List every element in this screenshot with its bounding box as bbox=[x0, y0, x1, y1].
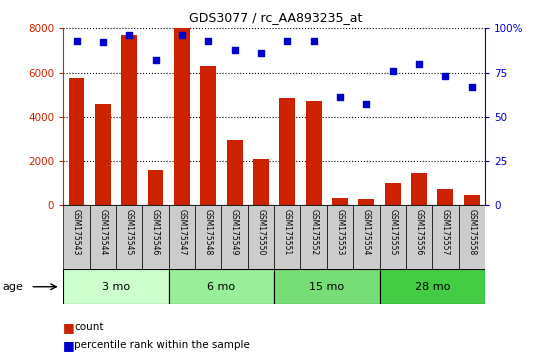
Bar bbox=[116, 205, 142, 269]
Bar bbox=[432, 205, 458, 269]
Point bbox=[388, 68, 397, 74]
Bar bbox=[148, 170, 164, 205]
Text: GSM175550: GSM175550 bbox=[256, 209, 266, 255]
Bar bbox=[274, 205, 300, 269]
Bar bbox=[253, 159, 269, 205]
Text: GSM175549: GSM175549 bbox=[230, 209, 239, 255]
Bar bbox=[90, 205, 116, 269]
Bar bbox=[222, 205, 248, 269]
Text: GSM175557: GSM175557 bbox=[441, 209, 450, 255]
Bar bbox=[385, 183, 401, 205]
Text: GSM175554: GSM175554 bbox=[362, 209, 371, 255]
Point bbox=[125, 33, 134, 38]
Text: GSM175548: GSM175548 bbox=[204, 209, 213, 255]
Bar bbox=[63, 269, 169, 304]
Bar bbox=[174, 28, 190, 205]
Text: GSM175547: GSM175547 bbox=[177, 209, 186, 255]
Bar bbox=[279, 98, 295, 205]
Bar bbox=[95, 104, 111, 205]
Bar bbox=[437, 189, 453, 205]
Text: GSM175544: GSM175544 bbox=[99, 209, 107, 255]
Text: 6 mo: 6 mo bbox=[207, 282, 235, 292]
Point bbox=[72, 38, 81, 44]
Point bbox=[336, 95, 344, 100]
Bar bbox=[226, 140, 242, 205]
Text: GSM175551: GSM175551 bbox=[283, 209, 292, 255]
Bar bbox=[121, 35, 137, 205]
Bar bbox=[464, 195, 479, 205]
Text: ■: ■ bbox=[63, 321, 75, 334]
Bar bbox=[274, 269, 380, 304]
Text: ■: ■ bbox=[63, 339, 75, 352]
Bar bbox=[169, 205, 195, 269]
Text: 15 mo: 15 mo bbox=[309, 282, 344, 292]
Text: count: count bbox=[74, 322, 104, 332]
Text: percentile rank within the sample: percentile rank within the sample bbox=[74, 340, 250, 350]
Point bbox=[230, 47, 239, 52]
Point bbox=[204, 38, 213, 44]
Point bbox=[283, 38, 291, 44]
Bar bbox=[458, 205, 485, 269]
Bar bbox=[353, 205, 380, 269]
Text: GSM175543: GSM175543 bbox=[72, 209, 81, 255]
Bar bbox=[358, 199, 374, 205]
Point bbox=[257, 50, 266, 56]
Bar bbox=[380, 205, 406, 269]
Bar bbox=[380, 269, 485, 304]
Bar bbox=[306, 101, 322, 205]
Point bbox=[309, 38, 318, 44]
Bar bbox=[300, 205, 327, 269]
Bar bbox=[332, 198, 348, 205]
Bar bbox=[411, 172, 427, 205]
Text: 28 mo: 28 mo bbox=[414, 282, 450, 292]
Bar bbox=[69, 78, 84, 205]
Point bbox=[441, 73, 450, 79]
Point bbox=[467, 84, 476, 90]
Bar bbox=[63, 205, 90, 269]
Point bbox=[177, 33, 186, 38]
Text: GSM175546: GSM175546 bbox=[151, 209, 160, 255]
Text: GSM175545: GSM175545 bbox=[125, 209, 134, 255]
Bar bbox=[195, 205, 222, 269]
Bar bbox=[327, 205, 353, 269]
Bar bbox=[142, 205, 169, 269]
Bar bbox=[406, 205, 432, 269]
Text: age: age bbox=[3, 282, 24, 292]
Bar bbox=[248, 205, 274, 269]
Text: GSM175555: GSM175555 bbox=[388, 209, 397, 255]
Point bbox=[414, 61, 423, 67]
Text: GDS3077 / rc_AA893235_at: GDS3077 / rc_AA893235_at bbox=[189, 11, 362, 24]
Point bbox=[99, 40, 107, 45]
Text: GSM175553: GSM175553 bbox=[336, 209, 344, 255]
Bar bbox=[169, 269, 274, 304]
Point bbox=[151, 57, 160, 63]
Text: GSM175556: GSM175556 bbox=[414, 209, 424, 255]
Text: 3 mo: 3 mo bbox=[102, 282, 130, 292]
Text: GSM175552: GSM175552 bbox=[309, 209, 318, 255]
Bar bbox=[201, 66, 216, 205]
Text: GSM175558: GSM175558 bbox=[467, 209, 476, 255]
Point bbox=[362, 102, 371, 107]
